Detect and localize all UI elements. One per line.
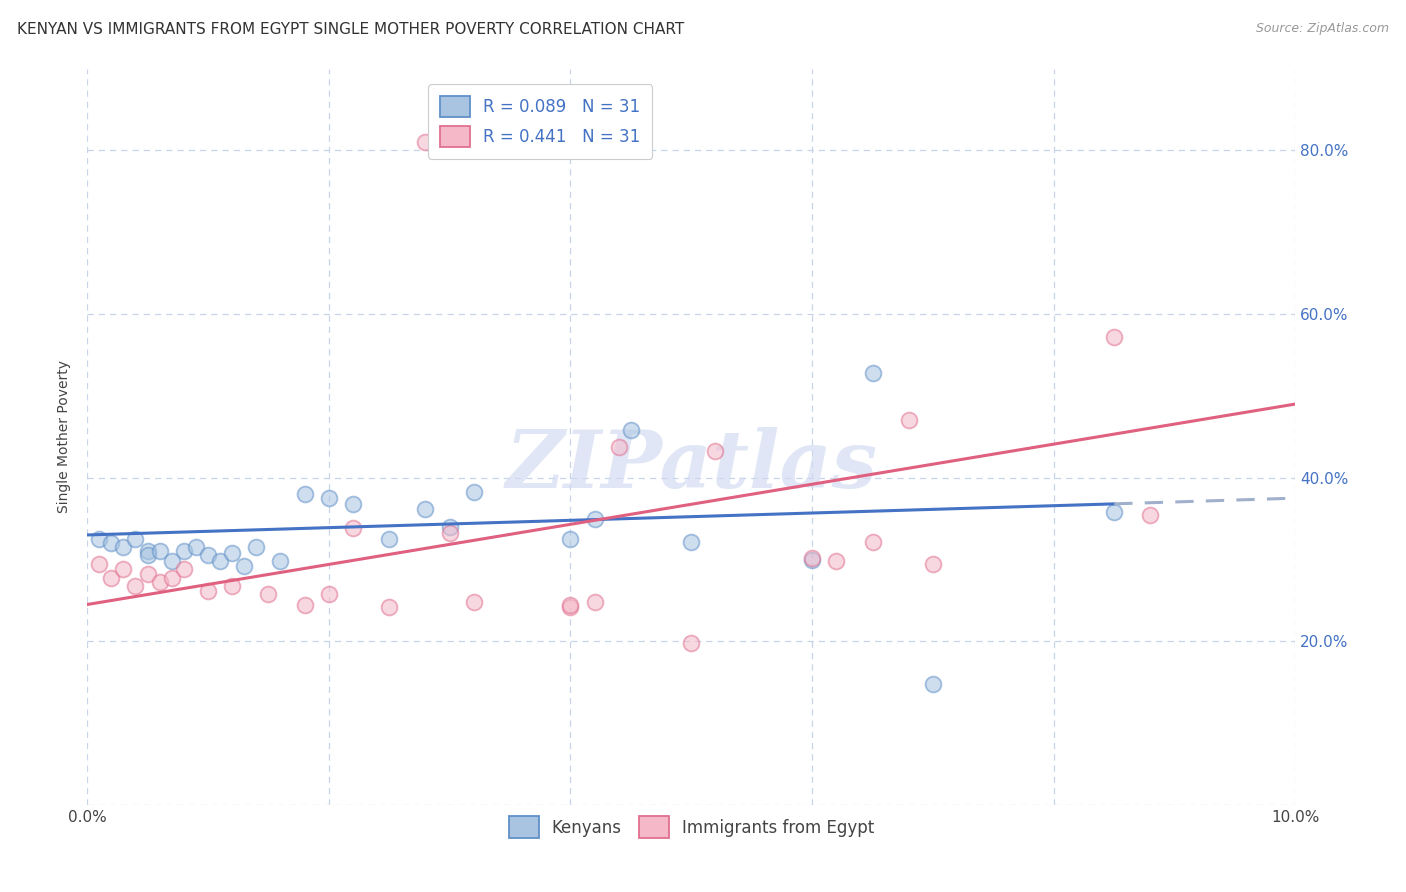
Legend: Kenyans, Immigrants from Egypt: Kenyans, Immigrants from Egypt (502, 810, 880, 845)
Point (378, 599, 401, 614)
Point (439, 520, 461, 534)
Point (463, 485, 485, 500)
Point (221, 579, 243, 593)
Point (124, 532, 146, 546)
Y-axis label: Single Mother Poverty: Single Mother Poverty (58, 360, 72, 513)
Point (1139, 508, 1161, 522)
Point (149, 575, 172, 590)
Point (583, 511, 606, 525)
Point (318, 587, 340, 601)
Point (173, 544, 195, 558)
Point (149, 544, 172, 558)
Text: ZIPatlas: ZIPatlas (505, 427, 877, 505)
Point (100, 536, 122, 550)
Point (294, 598, 316, 612)
Point (560, 599, 582, 614)
Point (439, 526, 461, 541)
Point (825, 554, 848, 568)
Point (560, 598, 582, 612)
Text: Source: ZipAtlas.com: Source: ZipAtlas.com (1256, 22, 1389, 36)
Point (1102, 330, 1125, 344)
Point (112, 540, 135, 554)
Point (583, 595, 606, 609)
Point (922, 557, 945, 571)
Point (257, 587, 280, 601)
Point (294, 487, 316, 501)
Point (342, 521, 364, 535)
Point (124, 579, 146, 593)
Point (112, 562, 135, 576)
Point (269, 554, 291, 568)
Point (136, 549, 159, 563)
Point (463, 595, 485, 609)
Point (89, 557, 111, 571)
Point (704, 444, 727, 458)
Point (221, 546, 243, 560)
Point (184, 540, 207, 554)
Point (209, 554, 232, 568)
Point (160, 554, 183, 568)
Point (233, 559, 256, 574)
Point (607, 440, 630, 454)
Point (415, 501, 437, 516)
Point (173, 562, 195, 576)
Point (922, 677, 945, 691)
Point (1102, 505, 1125, 519)
Point (897, 413, 920, 427)
Point (245, 540, 267, 554)
Point (378, 532, 401, 546)
Text: KENYAN VS IMMIGRANTS FROM EGYPT SINGLE MOTHER POVERTY CORRELATION CHART: KENYAN VS IMMIGRANTS FROM EGYPT SINGLE M… (17, 22, 685, 37)
Point (342, 497, 364, 511)
Point (801, 550, 824, 565)
Point (136, 544, 159, 558)
Point (318, 491, 340, 505)
Point (620, 423, 643, 437)
Point (415, 135, 437, 149)
Point (89, 532, 111, 546)
Point (160, 570, 183, 584)
Point (100, 570, 122, 584)
Point (862, 534, 884, 549)
Point (197, 549, 219, 563)
Point (560, 532, 582, 546)
Point (862, 366, 884, 380)
Point (681, 534, 703, 549)
Point (801, 552, 824, 566)
Point (136, 567, 159, 582)
Point (197, 583, 219, 598)
Point (681, 636, 703, 650)
